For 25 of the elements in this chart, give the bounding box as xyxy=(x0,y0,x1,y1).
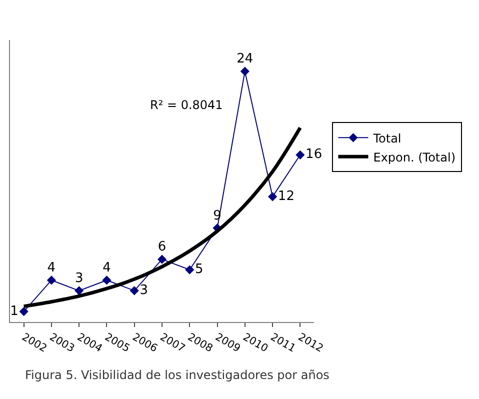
point xyxy=(157,254,167,264)
point xyxy=(74,286,84,296)
point xyxy=(240,66,250,76)
x-tick-label: 2007 xyxy=(158,331,188,355)
point xyxy=(130,286,139,296)
point xyxy=(19,307,28,316)
annotation: R² = 0.8041 xyxy=(150,98,223,112)
point xyxy=(46,276,56,285)
data-label: 12 xyxy=(278,188,294,204)
legend-label: Total xyxy=(372,131,402,146)
point xyxy=(102,276,112,285)
point xyxy=(185,265,194,274)
data-label: 3 xyxy=(140,282,148,298)
text: Figura 5. Visibilidad de los investigadores por años xyxy=(25,368,330,382)
data-label: 6 xyxy=(158,240,166,255)
data-label: 16 xyxy=(306,147,322,162)
legend-label: Expon. (Total) xyxy=(373,150,456,164)
data-label: 3 xyxy=(74,271,84,286)
data-label: 5 xyxy=(195,262,204,278)
data-label: 1 xyxy=(10,304,18,319)
data-label: 4 xyxy=(47,260,56,276)
data-label: 24 xyxy=(236,52,254,67)
data-label: 4 xyxy=(102,260,111,276)
point xyxy=(296,150,305,160)
point xyxy=(268,192,278,202)
